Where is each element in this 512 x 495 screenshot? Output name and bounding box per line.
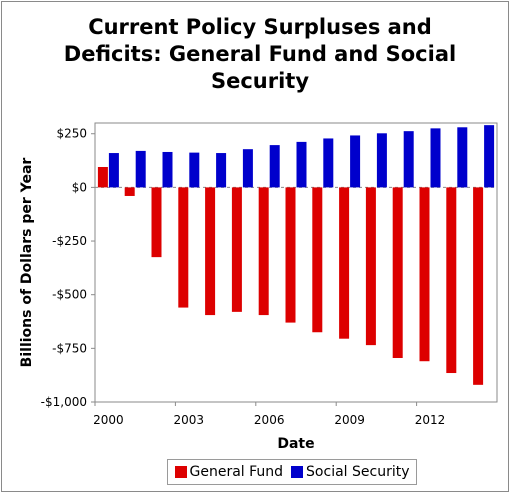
bar-social-security-2012 [430, 128, 441, 188]
bar-social-security-2005 [242, 149, 253, 188]
bar-social-security-2009 [350, 135, 361, 188]
plot-area-border [94, 122, 498, 403]
bar-general-fund-2002 [151, 187, 162, 258]
bar-social-security-2001 [135, 150, 146, 188]
x-tick-label: 2003 [174, 413, 205, 427]
x-tick-label: 2006 [254, 413, 285, 427]
bar-general-fund-2000 [97, 166, 108, 188]
legend-label-general-fund: General Fund [189, 464, 284, 480]
bar-social-security-2010 [376, 133, 387, 188]
y-tick-label: -$1,000 [41, 395, 87, 409]
legend-swatch-social-security [291, 466, 304, 478]
bar-general-fund-2013 [446, 187, 457, 374]
bar-social-security-2011 [403, 131, 414, 188]
bar-general-fund-2005 [231, 187, 242, 312]
bar-social-security-2004 [216, 153, 227, 188]
chart-title: Current Policy Surpluses and Deficits: G… [63, 15, 457, 93]
legend-item-social-security: Social Security [291, 464, 410, 480]
y-tick-label: -$500 [52, 288, 87, 302]
bar-general-fund-2008 [312, 187, 323, 333]
bar-social-security-2000 [108, 153, 119, 188]
x-tick-label: 2009 [334, 413, 365, 427]
bar-general-fund-2001 [124, 187, 135, 196]
bar-general-fund-2012 [419, 187, 430, 362]
bar-general-fund-2004 [205, 187, 216, 316]
chart-legend: General Fund Social Security [167, 459, 417, 485]
y-tick-label: -$250 [52, 234, 87, 248]
legend-item-general-fund: General Fund [174, 464, 284, 480]
bar-social-security-2006 [269, 145, 280, 188]
legend-label-social-security: Social Security [306, 464, 410, 480]
bar-social-security-2013 [457, 127, 468, 188]
bar-social-security-2003 [189, 152, 200, 188]
bar-social-security-2007 [296, 141, 307, 188]
bar-general-fund-2009 [339, 187, 350, 339]
x-tick-label: 2000 [93, 413, 124, 427]
bar-social-security-2014 [484, 125, 495, 188]
bar-general-fund-2011 [392, 187, 403, 359]
y-tick-label: $0 [72, 180, 87, 194]
y-tick-label: $250 [56, 127, 87, 141]
x-axis-title: Date [277, 436, 314, 452]
x-tick-label: 2012 [415, 413, 446, 427]
y-tick-label: -$750 [52, 341, 87, 355]
bar-general-fund-2010 [365, 187, 376, 346]
bar-social-security-2002 [162, 151, 173, 188]
bar-social-security-2008 [323, 138, 334, 188]
bar-general-fund-2006 [258, 187, 269, 316]
bar-general-fund-2003 [178, 187, 189, 308]
bar-general-fund-2007 [285, 187, 296, 323]
legend-swatch-general-fund [174, 466, 187, 478]
bar-general-fund-2014 [473, 187, 484, 385]
y-axis-title: Billions of Dollars per Year [19, 158, 35, 368]
